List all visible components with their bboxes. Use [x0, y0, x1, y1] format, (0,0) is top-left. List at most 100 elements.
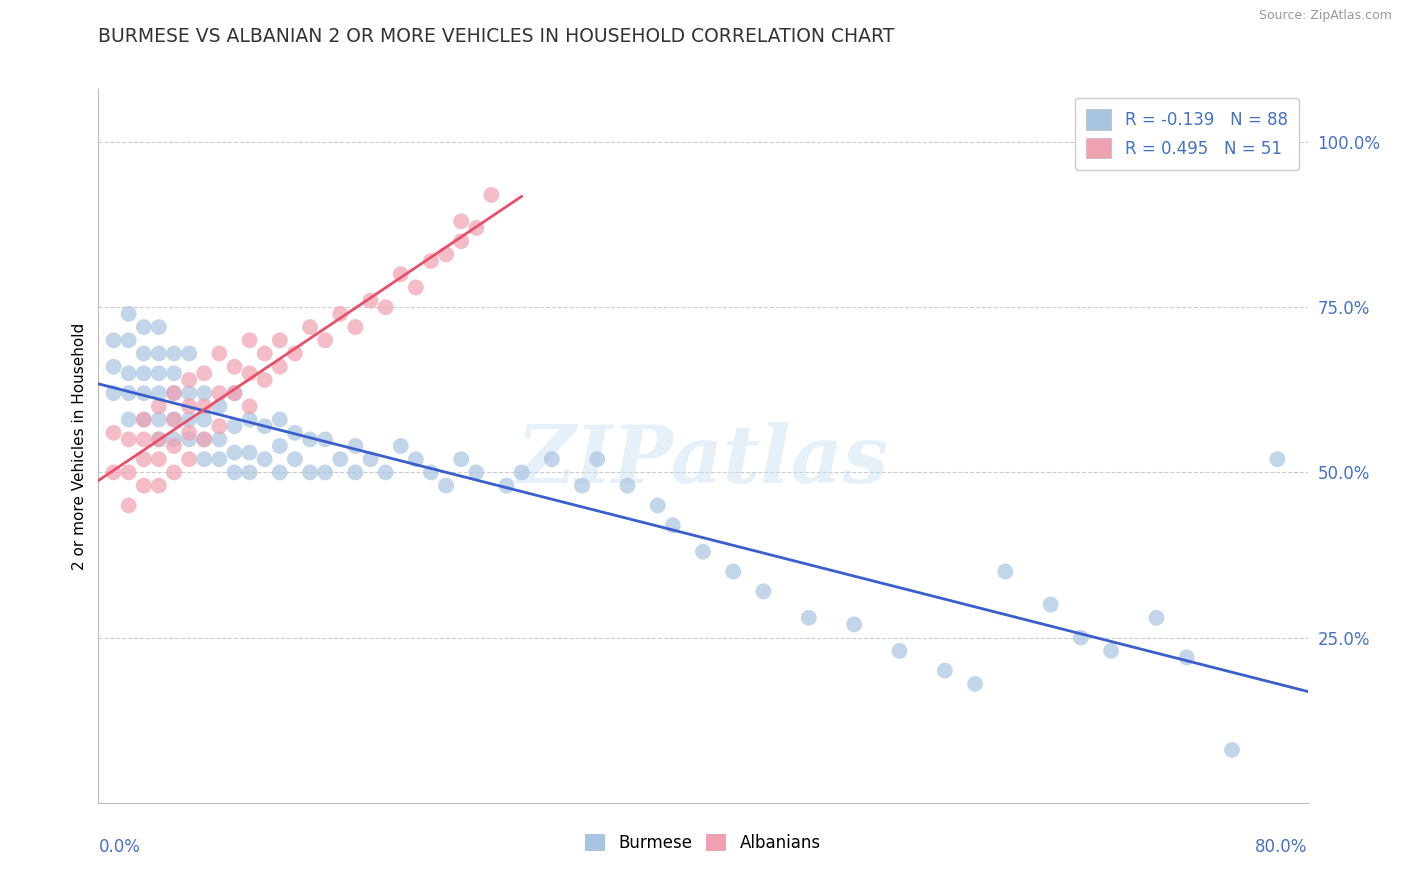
Point — [269, 359, 291, 374]
Point — [450, 452, 472, 467]
Legend: Burmese, Albanians: Burmese, Albanians — [579, 827, 827, 859]
Point — [193, 452, 215, 467]
Point — [103, 466, 125, 480]
Point — [103, 333, 125, 347]
Point — [208, 386, 231, 401]
Point — [1267, 452, 1289, 467]
Point — [118, 307, 141, 321]
Point — [132, 320, 155, 334]
Point — [132, 346, 155, 360]
Point — [179, 412, 201, 426]
Point — [208, 433, 231, 447]
Point — [420, 466, 443, 480]
Point — [148, 412, 170, 426]
Point — [163, 412, 186, 426]
Point — [253, 419, 276, 434]
Point — [132, 367, 155, 381]
Point — [253, 452, 276, 467]
Point — [193, 433, 215, 447]
Point — [239, 466, 262, 480]
Point — [434, 478, 457, 492]
Point — [239, 333, 262, 347]
Point — [965, 677, 987, 691]
Point — [132, 412, 155, 426]
Point — [132, 433, 155, 447]
Point — [239, 445, 262, 459]
Point — [208, 452, 231, 467]
Point — [994, 565, 1017, 579]
Point — [132, 412, 155, 426]
Text: ZIPatlas: ZIPatlas — [517, 422, 889, 499]
Point — [1039, 598, 1062, 612]
Point — [434, 247, 457, 261]
Point — [934, 664, 956, 678]
Point — [179, 452, 201, 467]
Y-axis label: 2 or more Vehicles in Household: 2 or more Vehicles in Household — [72, 322, 87, 570]
Text: 0.0%: 0.0% — [98, 838, 141, 856]
Point — [586, 452, 609, 467]
Point — [118, 367, 141, 381]
Point — [103, 386, 125, 401]
Point — [299, 433, 322, 447]
Point — [148, 478, 170, 492]
Point — [495, 478, 517, 492]
Point — [163, 386, 186, 401]
Point — [193, 367, 215, 381]
Point — [374, 466, 396, 480]
Point — [253, 373, 276, 387]
Point — [224, 445, 246, 459]
Point — [269, 412, 291, 426]
Point — [179, 433, 201, 447]
Point — [723, 565, 745, 579]
Point — [344, 320, 367, 334]
Point — [314, 466, 336, 480]
Point — [329, 307, 352, 321]
Point — [163, 367, 186, 381]
Point — [118, 433, 141, 447]
Point — [389, 439, 412, 453]
Point — [148, 367, 170, 381]
Text: BURMESE VS ALBANIAN 2 OR MORE VEHICLES IN HOUSEHOLD CORRELATION CHART: BURMESE VS ALBANIAN 2 OR MORE VEHICLES I… — [98, 27, 894, 45]
Point — [163, 386, 186, 401]
Point — [224, 419, 246, 434]
Point — [148, 452, 170, 467]
Point — [148, 386, 170, 401]
Point — [148, 400, 170, 414]
Point — [389, 267, 412, 281]
Point — [179, 386, 201, 401]
Point — [269, 439, 291, 453]
Point — [163, 346, 186, 360]
Point — [193, 400, 215, 414]
Point — [752, 584, 775, 599]
Point — [224, 359, 246, 374]
Point — [540, 452, 562, 467]
Point — [405, 280, 427, 294]
Point — [208, 346, 231, 360]
Point — [132, 478, 155, 492]
Point — [118, 466, 141, 480]
Point — [179, 346, 201, 360]
Point — [269, 466, 291, 480]
Point — [284, 452, 307, 467]
Point — [299, 320, 322, 334]
Point — [465, 221, 488, 235]
Point — [420, 254, 443, 268]
Point — [269, 333, 291, 347]
Point — [148, 346, 170, 360]
Point — [647, 499, 669, 513]
Point — [163, 439, 186, 453]
Point — [797, 611, 820, 625]
Point — [284, 346, 307, 360]
Point — [118, 499, 141, 513]
Point — [1175, 650, 1198, 665]
Point — [299, 466, 322, 480]
Point — [314, 433, 336, 447]
Point — [253, 346, 276, 360]
Point — [148, 433, 170, 447]
Point — [163, 433, 186, 447]
Point — [239, 412, 262, 426]
Point — [616, 478, 638, 492]
Point — [1099, 644, 1122, 658]
Point — [224, 386, 246, 401]
Point — [1220, 743, 1243, 757]
